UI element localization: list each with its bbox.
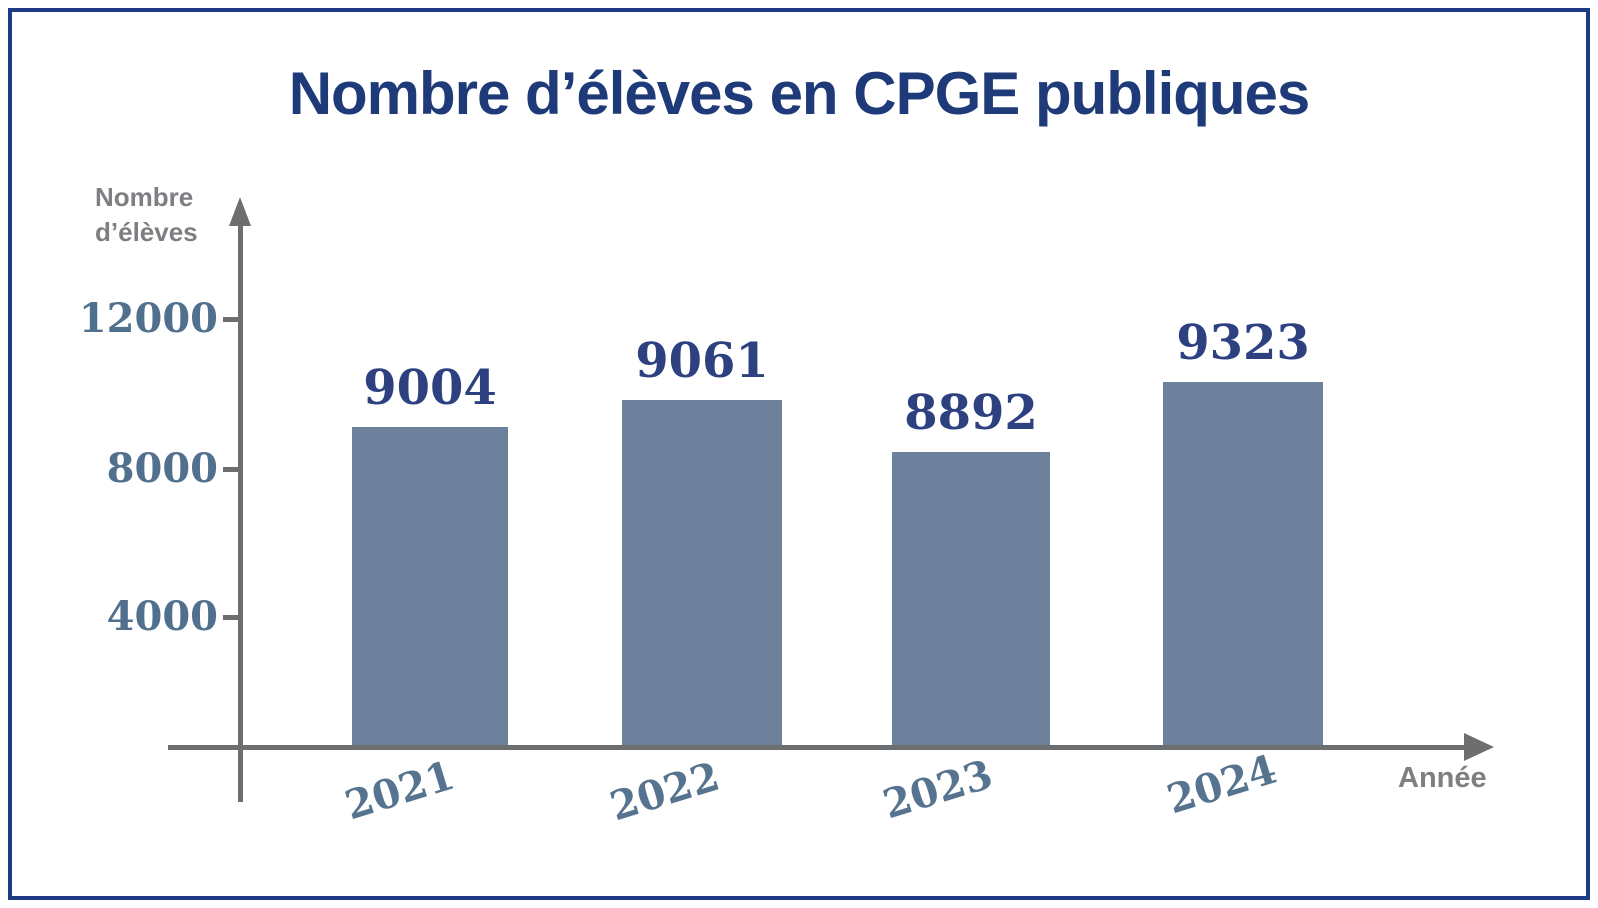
y-tick-12000 — [223, 317, 239, 322]
y-tick-label-4000: 4000 — [106, 593, 218, 640]
x-axis-arrow-icon — [1464, 733, 1494, 761]
border-frame — [8, 8, 1590, 900]
bar-value-label-2023: 8892 — [904, 385, 1038, 441]
bar-2021 — [352, 427, 508, 747]
bar-2022 — [622, 400, 782, 747]
x-axis — [168, 745, 1468, 750]
chart-title: Nombre d’élèves en CPGE publiques — [288, 60, 1311, 127]
bar-2023 — [892, 452, 1050, 747]
x-axis-label: Année — [1398, 762, 1487, 794]
y-tick-label-8000: 8000 — [106, 445, 218, 492]
x-tick-label-2022: 2022 — [604, 752, 725, 831]
y-axis — [238, 222, 243, 802]
y-tick-4000 — [223, 615, 239, 620]
x-tick-label-2024: 2024 — [1161, 745, 1282, 824]
bar-value-label-2022: 9061 — [635, 333, 769, 389]
y-axis-arrow-icon — [229, 197, 251, 226]
y-axis-label: Nombre d’élèves — [95, 182, 198, 247]
x-tick-label-2021: 2021 — [339, 751, 460, 830]
y-tick-8000 — [223, 467, 239, 472]
y-tick-label-12000: 12000 — [78, 295, 218, 342]
bar-value-label-2021: 9004 — [363, 360, 497, 416]
bar-value-label-2024: 9323 — [1176, 315, 1310, 371]
bar-2024 — [1163, 382, 1323, 747]
x-tick-label-2023: 2023 — [877, 750, 998, 829]
